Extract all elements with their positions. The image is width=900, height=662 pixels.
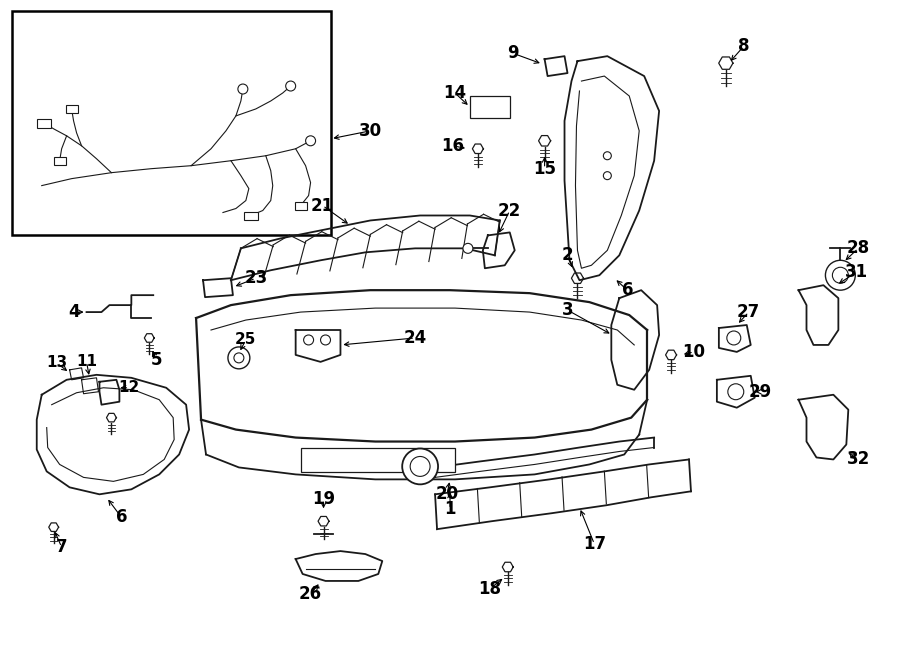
Circle shape <box>306 136 316 146</box>
Circle shape <box>825 260 855 290</box>
Text: 13: 13 <box>46 355 68 370</box>
Circle shape <box>402 448 438 485</box>
Text: 31: 31 <box>845 263 868 281</box>
Text: 19: 19 <box>312 491 335 508</box>
Text: 21: 21 <box>311 197 334 214</box>
Text: 16: 16 <box>442 137 464 155</box>
Text: 2: 2 <box>562 246 573 264</box>
Circle shape <box>603 171 611 179</box>
Polygon shape <box>798 395 849 459</box>
Text: 7: 7 <box>56 538 68 556</box>
Circle shape <box>320 335 330 345</box>
Bar <box>294 201 307 209</box>
Text: 28: 28 <box>847 240 869 258</box>
Text: 25: 25 <box>235 332 256 348</box>
Bar <box>470 96 509 118</box>
Text: 20: 20 <box>436 485 459 503</box>
Polygon shape <box>37 375 189 495</box>
Text: 23: 23 <box>244 269 267 287</box>
Text: 29: 29 <box>749 383 772 401</box>
Circle shape <box>727 331 741 345</box>
Text: 8: 8 <box>738 37 750 55</box>
Circle shape <box>238 84 248 94</box>
Text: 9: 9 <box>507 44 518 62</box>
Circle shape <box>832 267 849 283</box>
Text: 24: 24 <box>403 329 427 347</box>
Text: 26: 26 <box>299 585 322 603</box>
Text: 6: 6 <box>115 508 127 526</box>
Text: 18: 18 <box>478 580 501 598</box>
Bar <box>66 105 77 113</box>
Text: 1: 1 <box>445 500 455 518</box>
Text: 15: 15 <box>533 160 556 177</box>
Text: 10: 10 <box>682 343 706 361</box>
Circle shape <box>228 347 250 369</box>
Text: 3: 3 <box>562 301 573 319</box>
Text: 14: 14 <box>444 84 466 102</box>
Circle shape <box>303 335 313 345</box>
Circle shape <box>728 384 743 400</box>
Text: 4: 4 <box>68 303 79 321</box>
Bar <box>301 448 455 473</box>
Bar <box>54 157 66 165</box>
Bar <box>244 211 257 220</box>
Circle shape <box>603 152 611 160</box>
Polygon shape <box>798 285 839 345</box>
Bar <box>12 11 330 236</box>
Text: 6: 6 <box>622 281 633 299</box>
Text: 22: 22 <box>498 201 521 220</box>
Polygon shape <box>611 290 659 390</box>
Circle shape <box>463 244 473 254</box>
Polygon shape <box>296 551 382 581</box>
Circle shape <box>410 457 430 477</box>
Bar <box>37 119 50 128</box>
Text: 30: 30 <box>359 122 382 140</box>
Circle shape <box>285 81 296 91</box>
Polygon shape <box>564 56 659 280</box>
Text: 12: 12 <box>119 380 140 395</box>
Text: 11: 11 <box>76 354 97 369</box>
Text: 5: 5 <box>150 351 162 369</box>
Circle shape <box>234 353 244 363</box>
Text: 27: 27 <box>737 303 760 321</box>
Text: 17: 17 <box>583 535 606 553</box>
Text: 32: 32 <box>847 450 870 469</box>
